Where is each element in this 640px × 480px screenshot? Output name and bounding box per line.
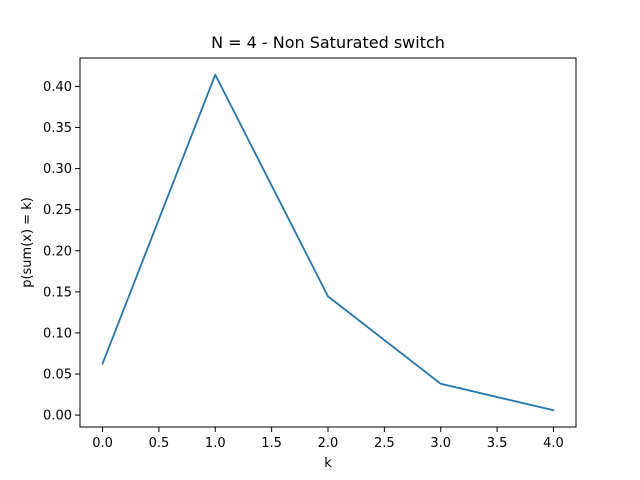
y-tick-label: 0.35: [43, 121, 72, 136]
x-tick-label: 0.5: [149, 436, 170, 451]
x-tick-label: 1.5: [261, 436, 282, 451]
y-tick-label: 0.05: [43, 368, 72, 383]
x-tick-label: 1.0: [205, 436, 226, 451]
x-tick-label: 3.0: [430, 436, 451, 451]
y-tick-label: 0.25: [43, 203, 72, 218]
chart-title: N = 4 - Non Saturated switch: [211, 33, 445, 52]
y-tick-label: 0.00: [43, 409, 72, 424]
plot-area-frame: [79, 57, 577, 428]
x-tick-label: 4.0: [543, 436, 564, 451]
x-axis-label: k: [324, 456, 332, 471]
x-tick-label: 2.5: [374, 436, 395, 451]
x-axis-ticks: 0.0 0.5 1.0 1.5 2.0 2.5 3.0 3.5 4.0: [92, 427, 564, 451]
x-tick-label: 0.0: [92, 436, 113, 451]
y-tick-label: 0.20: [43, 244, 72, 259]
y-tick-label: 0.10: [43, 326, 72, 341]
x-tick-label: 2.0: [318, 436, 339, 451]
y-axis-ticks: 0.00 0.05 0.10 0.15 0.20 0.25 0.30 0.35 0.40: [43, 80, 80, 424]
y-tick-label: 0.30: [43, 162, 72, 177]
series-line: [101, 73, 555, 412]
y-axis-label: p(sum(x) = k): [20, 197, 35, 288]
y-tick-label: 0.15: [43, 285, 72, 300]
x-tick-label: 3.5: [487, 436, 508, 451]
series-layer: [101, 73, 555, 412]
y-tick-label: 0.40: [43, 80, 72, 95]
